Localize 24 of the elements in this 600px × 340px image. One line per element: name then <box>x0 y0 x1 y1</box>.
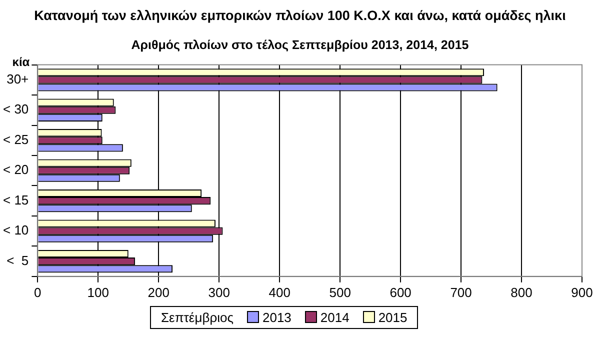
x-tick-label: 600 <box>390 284 412 300</box>
x-tick-label: 500 <box>329 284 351 300</box>
y-tick-label: 30+ <box>6 71 29 86</box>
x-tick-label: 0 <box>34 284 42 300</box>
x-tick-label: 900 <box>571 284 593 300</box>
x-tick-label: 100 <box>87 284 109 300</box>
legend-label: 2013 <box>261 310 292 325</box>
legend-label: 2015 <box>377 310 408 325</box>
chart-subtitle: Αριθμός πλοίων στο τέλος Σεπτεμβρίου 2013, 2014, 2015 <box>130 38 470 52</box>
y-tick-label: < 30 <box>2 102 29 117</box>
y-tick-label: < 5 <box>6 252 29 268</box>
legend-label: 2014 <box>319 310 350 325</box>
legend-title: Σεπτέμβριος <box>161 310 234 325</box>
x-tick-label: 800 <box>510 284 532 300</box>
y-tick-label: < 10 <box>2 222 29 238</box>
chart-title: Κατανομή των ελληνικών εμπορικών πλοίων 100 Κ.Ο.Χ και άνω, κατά ομάδες ηλικι <box>33 8 567 23</box>
x-tick-label: 400 <box>268 284 290 300</box>
y-tick-label: < 15 <box>2 192 29 208</box>
y-tick-label: < 20 <box>2 162 29 178</box>
x-tick-label: 300 <box>208 284 230 300</box>
y-axis-title: κία <box>12 55 30 70</box>
y-tick-label: < 25 <box>2 132 29 147</box>
x-tick-label: 200 <box>148 284 170 300</box>
x-tick-label: 700 <box>450 284 472 300</box>
